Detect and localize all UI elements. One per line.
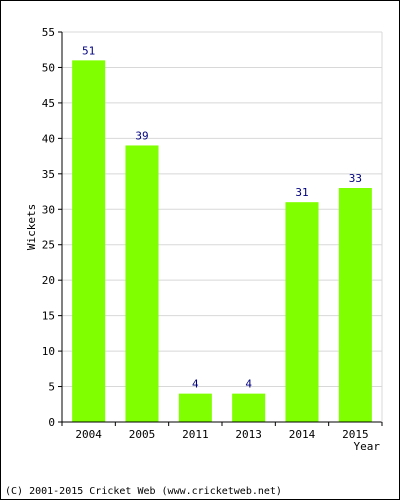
bar-2004 [72, 60, 106, 422]
y-tick-label: 35 [42, 168, 55, 181]
data-label-2011: 4 [192, 378, 199, 391]
y-tick-label: 15 [42, 310, 55, 323]
data-label-2013: 4 [245, 378, 252, 391]
y-tick-label: 20 [42, 274, 55, 287]
bar-2015 [338, 188, 372, 422]
y-tick-label: 0 [48, 416, 55, 429]
bar-2013 [232, 393, 266, 422]
y-tick-label: 50 [42, 61, 55, 74]
copyright-text: (C) 2001-2015 Cricket Web (www.cricketwe… [5, 486, 282, 497]
data-label-2004: 51 [82, 44, 95, 57]
y-tick-label: 55 [42, 26, 55, 39]
data-label-2015: 33 [349, 172, 362, 185]
y-tick-label: 5 [48, 381, 55, 394]
axes [58, 31, 383, 426]
y-tick-label: 25 [42, 239, 55, 252]
x-tick-label-2015: 2015 [342, 428, 369, 441]
data-labels: 51 39 4 4 31 33 [82, 44, 362, 390]
x-tick-label-2011: 2011 [182, 428, 209, 441]
bars-group [72, 60, 372, 423]
bar-2011 [178, 393, 212, 422]
y-tick-labels: 0 5 10 15 20 25 30 35 40 45 50 55 [42, 26, 55, 429]
x-axis-label: Year [354, 440, 381, 453]
y-tick-label: 45 [42, 97, 55, 110]
bar-2005 [125, 145, 159, 423]
y-tick-label: 10 [42, 345, 55, 358]
x-tick-label-2013: 2013 [235, 428, 262, 441]
data-label-2005: 39 [135, 129, 148, 142]
grid-lines [62, 31, 382, 388]
bar-2014 [285, 202, 319, 422]
y-tick-label: 30 [42, 203, 55, 216]
y-tick-label: 40 [42, 132, 55, 145]
x-tick-label-2005: 2005 [129, 428, 156, 441]
data-label-2014: 31 [295, 186, 308, 199]
y-axis-label: Wickets [25, 204, 38, 250]
x-tick-label-2014: 2014 [289, 428, 316, 441]
x-tick-label-2004: 2004 [75, 428, 102, 441]
x-tick-labels: 2004 2005 2011 2013 2014 2015 [75, 428, 368, 441]
